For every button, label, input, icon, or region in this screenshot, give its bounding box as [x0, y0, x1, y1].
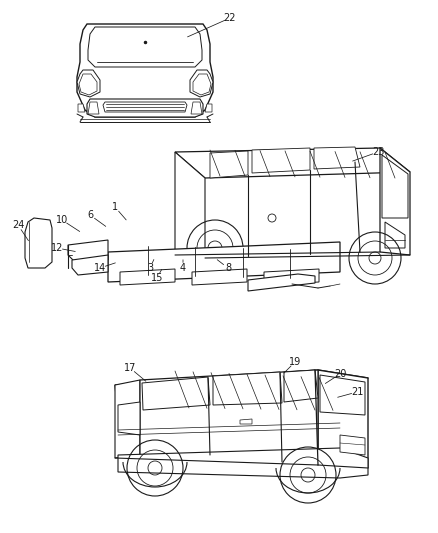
Polygon shape [251, 148, 309, 173]
Text: 15: 15 [151, 273, 163, 283]
Polygon shape [379, 148, 409, 255]
Polygon shape [68, 240, 108, 262]
Polygon shape [120, 269, 175, 285]
Text: 23: 23 [371, 147, 383, 157]
Polygon shape [77, 24, 212, 117]
Polygon shape [191, 102, 201, 114]
Polygon shape [247, 274, 314, 291]
Polygon shape [72, 255, 108, 275]
Polygon shape [209, 151, 247, 178]
Text: 21: 21 [350, 387, 362, 397]
Text: 1: 1 [112, 202, 118, 212]
Text: 20: 20 [333, 369, 346, 379]
Text: 10: 10 [56, 215, 68, 225]
Polygon shape [141, 377, 209, 410]
Polygon shape [384, 222, 404, 248]
Polygon shape [88, 102, 99, 114]
Polygon shape [191, 269, 247, 285]
Polygon shape [88, 27, 201, 67]
Polygon shape [339, 435, 364, 455]
Polygon shape [140, 370, 317, 465]
Polygon shape [190, 70, 212, 97]
Text: 8: 8 [224, 263, 230, 273]
Polygon shape [108, 242, 339, 282]
Polygon shape [319, 375, 364, 415]
Polygon shape [317, 370, 367, 468]
Polygon shape [115, 370, 367, 415]
Text: 24: 24 [12, 220, 24, 230]
Text: 4: 4 [180, 263, 186, 273]
Polygon shape [205, 104, 212, 112]
Text: 6: 6 [87, 210, 93, 220]
Polygon shape [103, 102, 187, 112]
Polygon shape [87, 99, 202, 117]
Polygon shape [283, 370, 317, 402]
Polygon shape [313, 147, 359, 169]
Polygon shape [212, 372, 281, 405]
Polygon shape [78, 104, 85, 112]
Polygon shape [77, 70, 100, 97]
Polygon shape [193, 74, 211, 95]
Text: 3: 3 [147, 263, 153, 273]
Text: 19: 19 [288, 357, 300, 367]
Polygon shape [240, 419, 251, 424]
Text: 12: 12 [51, 243, 63, 253]
Polygon shape [115, 380, 140, 458]
Polygon shape [79, 74, 97, 95]
Polygon shape [175, 148, 409, 178]
Text: 14: 14 [94, 263, 106, 273]
Polygon shape [118, 402, 140, 435]
Polygon shape [381, 155, 407, 218]
Text: 22: 22 [223, 13, 236, 23]
Text: 17: 17 [124, 363, 136, 373]
Polygon shape [263, 269, 318, 285]
Polygon shape [175, 152, 205, 258]
Polygon shape [25, 218, 52, 268]
Polygon shape [118, 448, 367, 478]
